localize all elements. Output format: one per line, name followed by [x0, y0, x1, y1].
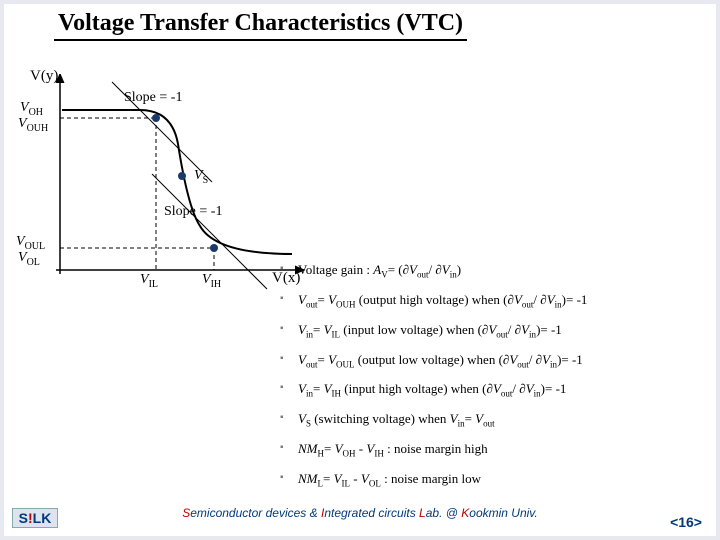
- bullet-item: Voltage gain : AV= (∂Vout/ ∂Vin): [280, 262, 696, 281]
- label-slope-top: Slope = -1: [124, 90, 182, 106]
- y-axis-label: V(y): [30, 68, 58, 85]
- bullet-item: Vout= VOUH (output high voltage) when (∂…: [280, 292, 696, 311]
- point-mid: [178, 172, 186, 180]
- point-bot: [210, 244, 218, 252]
- bullet-list: Voltage gain : AV= (∂Vout/ ∂Vin) Vout= VO…: [280, 262, 696, 501]
- label-vouh: VOUH: [18, 116, 48, 134]
- bullet-item: NMH= VOH - VIH : noise margin high: [280, 441, 696, 460]
- bullet-item: Vout= VOUL (output low voltage) when (∂V…: [280, 352, 696, 371]
- slide: Voltage Transfer Characteristics (VTC): [4, 4, 716, 536]
- label-vs: VS: [194, 168, 208, 186]
- bullet-item: NML= VIL - VOL : noise margin low: [280, 471, 696, 490]
- slide-title: Voltage Transfer Characteristics (VTC): [54, 10, 467, 41]
- footer: S!LK Semiconductor devices & Integrated …: [4, 506, 716, 530]
- label-vol: VOL: [18, 250, 40, 268]
- label-slope-bot: Slope = -1: [164, 204, 222, 220]
- bullet-item: VS (switching voltage) when Vin= Vout: [280, 411, 696, 430]
- bullet-item: Vin= VIL (input low voltage) when (∂Vout…: [280, 322, 696, 341]
- point-top: [152, 114, 160, 122]
- label-vih: VIH: [202, 272, 221, 290]
- bullet-item: Vin= VIH (input high voltage) when (∂Vou…: [280, 381, 696, 400]
- vtc-curve: [62, 110, 292, 254]
- footer-text: Semiconductor devices & Integrated circu…: [4, 506, 716, 520]
- label-vil: VIL: [140, 272, 158, 290]
- vtc-graph: V(y) VOH VOUH VOUL VOL VIL VIH Slope = -…: [52, 74, 312, 334]
- page-number: <16>: [670, 514, 702, 530]
